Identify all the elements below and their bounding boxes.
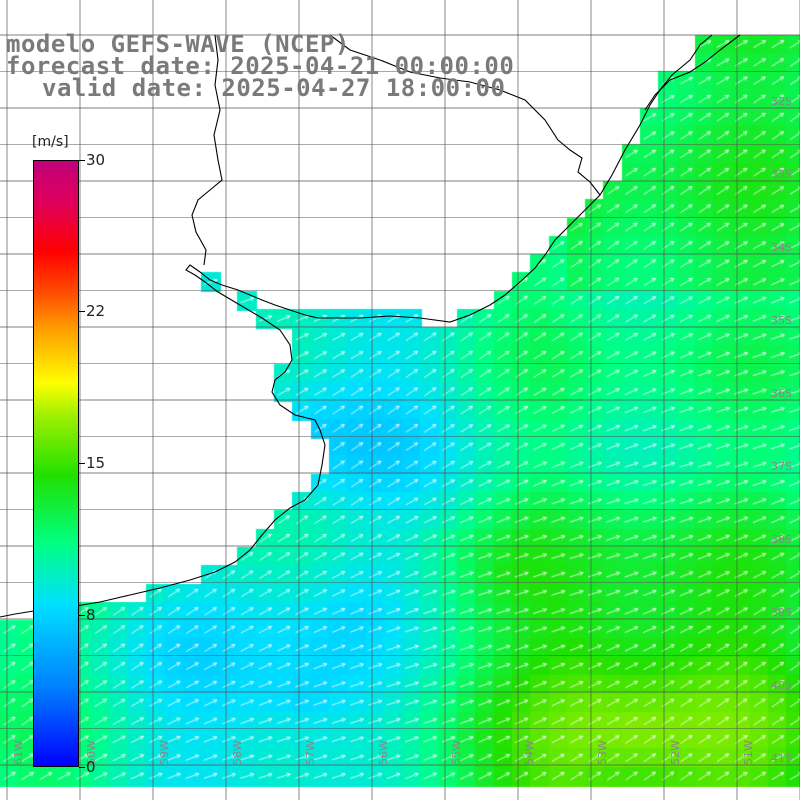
- title-model: modelo GEFS-WAVE (NCEP): [6, 30, 350, 58]
- colorbar-tick-label: 8: [86, 606, 96, 624]
- coastline: [0, 34, 741, 618]
- longitude-label: 54W: [523, 740, 536, 765]
- colorbar-tick-label: 30: [86, 151, 106, 169]
- colorbar-tick-label: 15: [86, 454, 106, 472]
- longitude-label: 53W: [596, 740, 609, 765]
- colorbar-tick-mark: [79, 615, 85, 616]
- colorbar: [33, 160, 79, 767]
- longitude-label: 51W: [742, 740, 755, 765]
- title-forecast-date: forecast date: 2025-04-21 00:00:00: [6, 52, 515, 80]
- colorbar-tick-mark: [79, 463, 85, 464]
- longitude-label: 55W: [450, 740, 463, 765]
- title-valid-date: valid date: 2025-04-27 18:00:00: [42, 74, 506, 102]
- border-uruguay-argentina: [191, 34, 223, 266]
- longitude-label: 52W: [669, 740, 682, 765]
- colorbar-tick-label: 0: [86, 758, 96, 776]
- longitude-label: 57W: [304, 740, 317, 765]
- longitude-label: 56W: [377, 740, 390, 765]
- coastline-path: [0, 34, 713, 618]
- colorbar-tick-mark: [79, 160, 85, 161]
- colorbar-tick-mark: [79, 311, 85, 312]
- border-uruguay-brazil: [329, 34, 601, 196]
- colorbar-tick-label: 22: [86, 302, 106, 320]
- colorbar-tick-mark: [79, 767, 85, 768]
- lagoon-outline: [644, 34, 741, 111]
- longitude-label: 59W: [158, 740, 171, 765]
- colorbar-unit: [m/s]: [32, 134, 69, 150]
- longitude-label: 58W: [231, 740, 244, 765]
- longitude-label: 61W: [12, 740, 25, 765]
